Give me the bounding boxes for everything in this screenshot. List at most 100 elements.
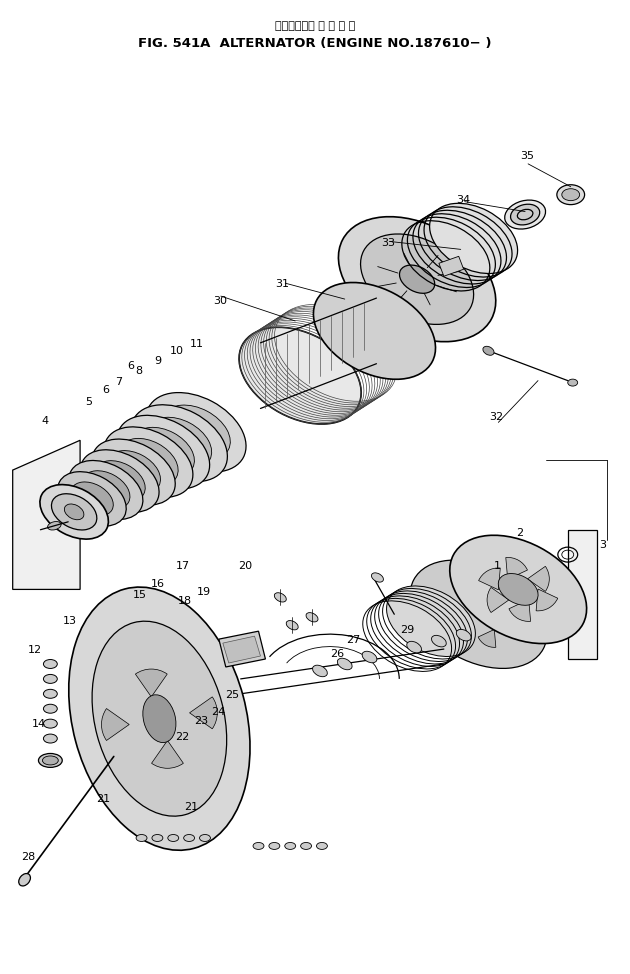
Wedge shape bbox=[135, 669, 167, 696]
Ellipse shape bbox=[131, 405, 227, 482]
Ellipse shape bbox=[82, 470, 130, 509]
Ellipse shape bbox=[58, 471, 126, 526]
Text: 21: 21 bbox=[96, 794, 110, 804]
Text: 31: 31 bbox=[275, 279, 290, 288]
Text: 6: 6 bbox=[127, 361, 134, 371]
Polygon shape bbox=[219, 631, 265, 667]
Ellipse shape bbox=[430, 204, 518, 274]
Ellipse shape bbox=[168, 835, 179, 842]
Ellipse shape bbox=[301, 843, 311, 849]
Ellipse shape bbox=[568, 379, 578, 386]
Text: 19: 19 bbox=[197, 586, 211, 597]
Ellipse shape bbox=[43, 690, 57, 698]
Text: 6: 6 bbox=[102, 385, 110, 395]
Text: 2: 2 bbox=[516, 529, 524, 539]
Polygon shape bbox=[568, 530, 597, 659]
Text: 32: 32 bbox=[489, 412, 503, 423]
Text: 30: 30 bbox=[213, 296, 227, 306]
Ellipse shape bbox=[43, 704, 57, 713]
Ellipse shape bbox=[40, 485, 108, 539]
Ellipse shape bbox=[316, 843, 328, 849]
Text: 34: 34 bbox=[457, 196, 471, 206]
Text: FIG. 541A  ALTERNATOR (ENGINE NO.187610− ): FIG. 541A ALTERNATOR (ENGINE NO.187610− … bbox=[138, 37, 492, 50]
Text: 13: 13 bbox=[63, 616, 77, 625]
Wedge shape bbox=[478, 629, 496, 648]
Text: 22: 22 bbox=[176, 731, 190, 742]
Ellipse shape bbox=[498, 574, 538, 605]
Ellipse shape bbox=[104, 427, 193, 498]
Ellipse shape bbox=[456, 629, 471, 641]
Wedge shape bbox=[487, 587, 509, 613]
Ellipse shape bbox=[117, 415, 210, 489]
Ellipse shape bbox=[517, 209, 533, 220]
Ellipse shape bbox=[119, 438, 178, 486]
Wedge shape bbox=[447, 619, 464, 640]
Ellipse shape bbox=[372, 573, 384, 582]
Ellipse shape bbox=[52, 494, 97, 530]
Wedge shape bbox=[101, 708, 129, 740]
Ellipse shape bbox=[152, 835, 163, 842]
Wedge shape bbox=[461, 581, 479, 599]
Ellipse shape bbox=[147, 417, 212, 469]
Ellipse shape bbox=[94, 461, 146, 502]
Ellipse shape bbox=[253, 843, 264, 849]
Text: 21: 21 bbox=[185, 802, 198, 811]
Ellipse shape bbox=[42, 756, 59, 765]
Ellipse shape bbox=[143, 694, 176, 742]
Ellipse shape bbox=[362, 652, 377, 662]
Ellipse shape bbox=[562, 189, 580, 201]
Wedge shape bbox=[507, 614, 524, 631]
Text: 5: 5 bbox=[86, 396, 93, 407]
Text: 14: 14 bbox=[32, 719, 46, 730]
Ellipse shape bbox=[269, 843, 280, 849]
Text: 12: 12 bbox=[28, 645, 42, 655]
Text: オルタネータ 適 用 号 機: オルタネータ 適 用 号 機 bbox=[275, 20, 355, 30]
Text: 27: 27 bbox=[346, 635, 361, 645]
Ellipse shape bbox=[450, 536, 587, 644]
Wedge shape bbox=[536, 589, 558, 611]
Ellipse shape bbox=[106, 451, 161, 494]
Ellipse shape bbox=[510, 205, 540, 225]
Text: 26: 26 bbox=[329, 649, 344, 658]
Ellipse shape bbox=[43, 659, 57, 668]
Text: 18: 18 bbox=[178, 596, 192, 606]
Ellipse shape bbox=[338, 216, 496, 342]
Ellipse shape bbox=[92, 621, 227, 816]
Text: 10: 10 bbox=[169, 347, 183, 356]
Ellipse shape bbox=[239, 327, 361, 424]
Text: 29: 29 bbox=[400, 625, 415, 635]
Wedge shape bbox=[527, 566, 549, 591]
Wedge shape bbox=[190, 696, 217, 729]
Wedge shape bbox=[509, 600, 530, 621]
Text: 3: 3 bbox=[598, 541, 605, 550]
Ellipse shape bbox=[312, 665, 328, 677]
Ellipse shape bbox=[162, 405, 231, 460]
Text: 11: 11 bbox=[190, 339, 203, 349]
Text: 15: 15 bbox=[133, 590, 147, 600]
Text: 7: 7 bbox=[115, 377, 122, 388]
Text: 1: 1 bbox=[494, 561, 501, 572]
Ellipse shape bbox=[146, 393, 246, 472]
Ellipse shape bbox=[313, 282, 435, 379]
Ellipse shape bbox=[286, 620, 298, 630]
Ellipse shape bbox=[64, 504, 84, 520]
Ellipse shape bbox=[200, 835, 210, 842]
Text: 35: 35 bbox=[520, 151, 534, 161]
Ellipse shape bbox=[43, 734, 57, 743]
Ellipse shape bbox=[407, 641, 421, 653]
Text: 9: 9 bbox=[154, 356, 161, 366]
Wedge shape bbox=[433, 597, 450, 615]
Polygon shape bbox=[13, 440, 80, 589]
Ellipse shape bbox=[19, 874, 30, 886]
Polygon shape bbox=[223, 636, 260, 663]
Ellipse shape bbox=[274, 593, 286, 602]
Ellipse shape bbox=[71, 482, 113, 516]
Wedge shape bbox=[152, 740, 183, 768]
Ellipse shape bbox=[136, 835, 147, 842]
Ellipse shape bbox=[92, 439, 175, 506]
Text: 23: 23 bbox=[194, 716, 209, 727]
Ellipse shape bbox=[69, 461, 143, 519]
Text: 16: 16 bbox=[151, 579, 164, 589]
Text: 20: 20 bbox=[238, 561, 252, 572]
Ellipse shape bbox=[285, 843, 295, 849]
